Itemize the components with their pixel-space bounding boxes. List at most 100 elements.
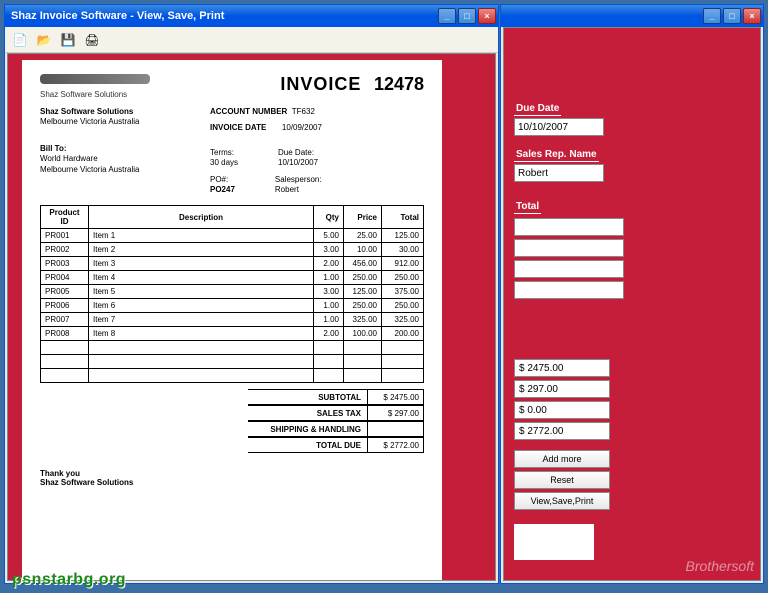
side-duedate-input[interactable]	[514, 118, 604, 136]
close-button[interactable]: ×	[478, 8, 496, 24]
table-row: PR003Item 32.00456.00912.00	[41, 257, 424, 271]
main-window: Shaz Invoice Software - View, Save, Prin…	[4, 4, 499, 584]
side-minimize-button[interactable]: _	[703, 8, 721, 24]
salesperson-label: Salesperson:	[275, 175, 322, 185]
duedate-label: Due Date:	[278, 148, 318, 158]
thankyou-2: Shaz Software Solutions	[40, 478, 424, 487]
cell-qty: 1.00	[314, 299, 344, 313]
cell-qty	[314, 369, 344, 383]
invdate-value: 10/09/2007	[282, 123, 322, 132]
cell-id	[41, 369, 89, 383]
side-salesrep-input[interactable]	[514, 164, 604, 182]
side-totals-block: $ 2475.00 $ 297.00 $ 0.00 $ 2772.00	[514, 359, 750, 440]
reset-button[interactable]: Reset	[514, 471, 610, 489]
cell-id	[41, 355, 89, 369]
cell-desc: Item 4	[89, 271, 314, 285]
cell-total: 200.00	[382, 327, 424, 341]
cell-id: PR007	[41, 313, 89, 327]
side-close-button[interactable]: ×	[743, 8, 761, 24]
side-salesrep-field: Sales Rep. Name	[514, 144, 750, 182]
side-blank-input-3[interactable]	[514, 260, 624, 278]
col-header-total: Total	[382, 206, 424, 229]
maximize-button[interactable]: □	[458, 8, 476, 24]
thankyou-block: Thank you Shaz Software Solutions	[40, 469, 424, 487]
totaldue-value: $ 2772.00	[368, 437, 424, 453]
terms-value: 30 days	[210, 158, 238, 168]
side-duedate-label: Due Date	[514, 102, 561, 116]
table-row: PR007Item 71.00325.00325.00	[41, 313, 424, 327]
invoice-title: INVOICE	[280, 74, 361, 94]
col-header-desc: Description	[89, 206, 314, 229]
billto-name: World Hardware	[40, 154, 210, 164]
side-titlebar[interactable]: _ □ ×	[501, 5, 763, 27]
info-row-2: Bill To: World Hardware Melbourne Victor…	[40, 144, 424, 196]
cell-id: PR005	[41, 285, 89, 299]
side-white-box	[514, 524, 594, 560]
side-duedate-field: Due Date	[514, 98, 750, 136]
cell-price: 100.00	[344, 327, 382, 341]
cell-total: 125.00	[382, 229, 424, 243]
new-icon[interactable]: 📄	[11, 31, 29, 49]
account-block: ACCOUNT NUMBER TF632 INVOICE DATE 10/09/…	[210, 107, 424, 134]
table-row: PR006Item 61.00250.00250.00	[41, 299, 424, 313]
side-maximize-button[interactable]: □	[723, 8, 741, 24]
cell-qty	[314, 341, 344, 355]
cell-desc: Item 8	[89, 327, 314, 341]
cell-qty: 2.00	[314, 257, 344, 271]
cell-total: 912.00	[382, 257, 424, 271]
cell-qty: 3.00	[314, 285, 344, 299]
table-row	[41, 341, 424, 355]
subtotal-label: SUBTOTAL	[248, 389, 368, 405]
cell-price	[344, 355, 382, 369]
po-value: PO247	[210, 185, 235, 195]
side-body: Due Date Sales Rep. Name Total $ 2475.00…	[503, 27, 761, 581]
cell-desc	[89, 341, 314, 355]
cell-total	[382, 355, 424, 369]
toolbar: 📄 📂 💾 🖨	[5, 27, 498, 53]
brothersoft-watermark: Brothersoft	[686, 558, 754, 574]
side-subtotal-box: $ 2475.00	[514, 359, 610, 377]
side-salesrep-label: Sales Rep. Name	[514, 148, 599, 162]
invoice-document: Shaz Software Solutions INVOICE 12478 Sh…	[22, 60, 442, 581]
save-icon[interactable]: 💾	[59, 31, 77, 49]
billto-addr: Melbourne Victoria Australia	[40, 165, 210, 175]
cell-desc: Item 3	[89, 257, 314, 271]
totaldue-label: TOTAL DUE	[248, 437, 368, 453]
subtotal-value: $ 2475.00	[368, 389, 424, 405]
cell-total	[382, 369, 424, 383]
side-blank-input-2[interactable]	[514, 239, 624, 257]
tax-label: SALES TAX	[248, 405, 368, 421]
print-icon[interactable]: 🖨	[83, 31, 101, 49]
table-row	[41, 355, 424, 369]
billto-label: Bill To:	[40, 144, 210, 154]
side-titlebar-buttons: _ □ ×	[703, 8, 761, 24]
viewsaveprint-button[interactable]: View,Save,Print	[514, 492, 610, 510]
cell-id: PR002	[41, 243, 89, 257]
doc-header: Shaz Software Solutions INVOICE 12478	[40, 74, 424, 99]
cell-id: PR001	[41, 229, 89, 243]
cell-id: PR003	[41, 257, 89, 271]
table-row: PR005Item 53.00125.00375.00	[41, 285, 424, 299]
cell-total: 325.00	[382, 313, 424, 327]
cell-desc: Item 1	[89, 229, 314, 243]
minimize-button[interactable]: _	[438, 8, 456, 24]
open-icon[interactable]: 📂	[35, 31, 53, 49]
items-table: Product ID Description Qty Price Total P…	[40, 205, 424, 383]
billto-block: Bill To: World Hardware Melbourne Victor…	[40, 144, 210, 196]
side-window: _ □ × Due Date Sales Rep. Name Total $ 2…	[500, 4, 764, 584]
table-row: PR008Item 82.00100.00200.00	[41, 327, 424, 341]
main-titlebar[interactable]: Shaz Invoice Software - View, Save, Prin…	[5, 5, 498, 27]
from-block: Shaz Software Solutions Melbourne Victor…	[40, 107, 210, 134]
cell-price: 325.00	[344, 313, 382, 327]
side-blank-input-1[interactable]	[514, 218, 624, 236]
info-row-1: Shaz Software Solutions Melbourne Victor…	[40, 107, 424, 134]
account-number: TF632	[292, 107, 315, 116]
cell-qty: 5.00	[314, 229, 344, 243]
cell-id: PR006	[41, 299, 89, 313]
cell-price: 456.00	[344, 257, 382, 271]
salesperson-value: Robert	[275, 185, 322, 195]
from-addr: Melbourne Victoria Australia	[40, 117, 210, 127]
addmore-button[interactable]: Add more	[514, 450, 610, 468]
cell-total: 30.00	[382, 243, 424, 257]
side-blank-input-4[interactable]	[514, 281, 624, 299]
